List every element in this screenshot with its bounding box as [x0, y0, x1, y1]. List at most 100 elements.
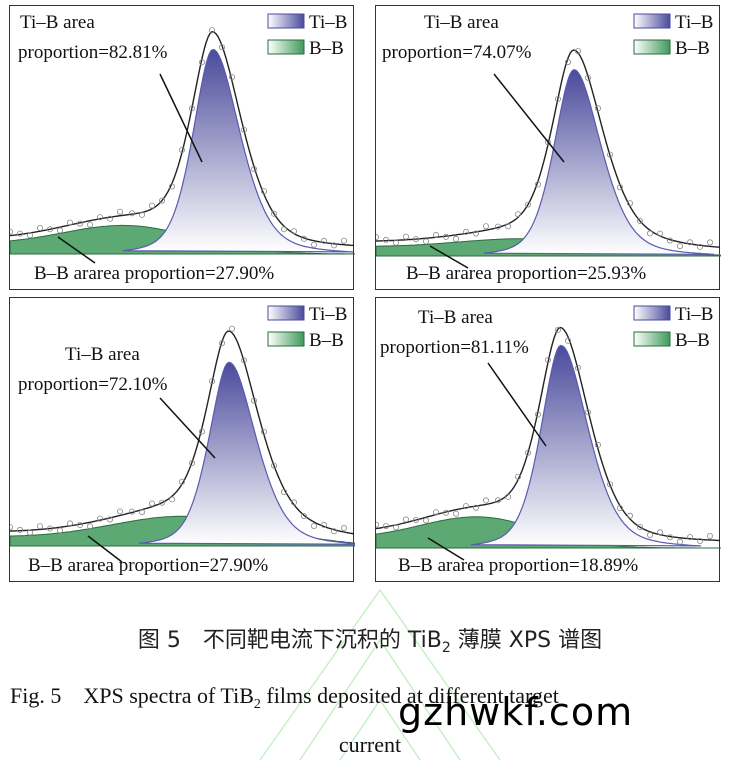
raw-data-point — [554, 326, 561, 333]
legend-swatch-bb — [267, 331, 305, 347]
raw-data-point — [57, 527, 64, 534]
tib-proportion-label: proportion=74.07% — [382, 42, 532, 63]
tib-annotation-leader — [159, 73, 203, 163]
raw-data-point — [433, 231, 440, 238]
raw-data-point — [270, 210, 277, 217]
raw-data-point — [636, 524, 643, 531]
raw-data-point — [260, 428, 267, 435]
raw-data-point — [168, 496, 175, 503]
raw-data-point — [706, 239, 713, 246]
bb-proportion-label: B–B ararea proportion=18.89% — [398, 555, 638, 576]
xps-panel-1: Ti–B area proportion=82.81% B–B ararea pro… — [9, 5, 355, 290]
caption-en-suffix: films deposited at different target — [260, 683, 559, 708]
raw-data-point — [77, 220, 84, 227]
raw-data-point — [178, 146, 185, 153]
raw-data-point — [228, 325, 235, 332]
raw-data-point — [260, 188, 267, 195]
figure-caption-chinese: 图 5 不同靶电流下沉积的 TiB2 薄膜 XPS 谱图 — [0, 622, 740, 656]
raw-data-point — [544, 357, 551, 364]
bb-annotation-leader — [427, 537, 465, 561]
raw-data-point — [463, 503, 470, 510]
raw-data-point — [626, 200, 633, 207]
raw-data-point — [218, 44, 225, 51]
raw-data-point — [514, 211, 521, 218]
raw-data-point — [383, 523, 389, 530]
legend-swatch-tib — [267, 305, 305, 321]
tib-component-area — [138, 361, 355, 545]
raw-data-point — [10, 524, 13, 531]
tib-area-label: Ti–B area — [424, 12, 499, 33]
raw-data-point — [208, 378, 215, 385]
raw-data-point — [534, 411, 541, 418]
raw-data-point — [280, 226, 287, 233]
raw-data-point — [616, 184, 623, 191]
fit-envelope-line — [10, 330, 355, 535]
raw-data-point — [77, 521, 84, 528]
legend-label-tib: Ti–B — [675, 12, 713, 33]
raw-data-point — [656, 529, 663, 536]
raw-data-point — [290, 499, 297, 506]
raw-data-point — [240, 357, 247, 364]
raw-data-point — [696, 537, 703, 544]
raw-data-point — [158, 197, 165, 204]
caption-en-subscript: 2 — [253, 697, 261, 712]
raw-data-point — [564, 337, 571, 344]
raw-data-point — [290, 228, 297, 235]
raw-data-point — [636, 217, 643, 224]
legend-swatch-bb — [633, 331, 671, 347]
tib-area-label: Ti–B area — [20, 12, 95, 33]
raw-data-point — [473, 230, 480, 237]
raw-data-point — [10, 228, 13, 235]
raw-data-point — [594, 105, 601, 112]
raw-data-point — [148, 500, 155, 507]
raw-data-point — [47, 226, 54, 233]
caption-cn-prefix: 图 5 不同靶电流下沉积的 TiB — [137, 628, 442, 653]
tib-annotation-leader — [493, 73, 565, 163]
raw-data-point — [240, 126, 247, 133]
caption-cn-suffix: 薄膜 XPS 谱图 — [450, 628, 603, 653]
legend-swatch-bb — [267, 39, 305, 55]
raw-data-point — [117, 508, 124, 515]
raw-data-point — [402, 233, 409, 240]
tib-component-area — [470, 344, 702, 547]
raw-data-point — [26, 529, 33, 536]
raw-data-point — [584, 74, 591, 81]
raw-data-point — [584, 409, 591, 416]
figure-caption-english-line2: current — [338, 732, 402, 757]
raw-data-point — [574, 364, 581, 371]
raw-data-point — [646, 531, 653, 538]
raw-data-point — [392, 239, 399, 246]
bb-annotation-leader — [429, 245, 469, 269]
legend-label-bb: B–B — [675, 38, 710, 59]
bb-annotation-leader — [87, 535, 123, 563]
raw-data-point — [188, 105, 195, 112]
raw-data-point — [320, 237, 327, 244]
raw-data-point — [138, 509, 145, 516]
figure-caption-english: Fig. 5 XPS spectra of TiB2 films deposit… — [10, 678, 740, 712]
xps-panel-3: Ti–B area proportion=72.10% B–B ararea pro… — [9, 297, 355, 582]
tib-annotation-leader — [159, 397, 216, 459]
raw-data-point — [67, 219, 74, 226]
raw-data-point — [129, 210, 136, 217]
raw-data-point — [218, 340, 225, 347]
raw-data-point — [97, 515, 104, 522]
raw-data-point — [443, 509, 450, 516]
raw-data-point — [250, 165, 257, 172]
raw-data-point — [87, 221, 94, 228]
legend-swatch-bb — [633, 39, 671, 55]
raw-data-point — [36, 224, 43, 231]
raw-data-point — [392, 524, 399, 531]
raw-data-point — [574, 48, 581, 55]
raw-data-point — [402, 516, 409, 523]
bb-proportion-label: B–B ararea proportion=27.90% — [34, 263, 274, 284]
raw-data-point — [26, 232, 33, 239]
raw-data-point — [198, 59, 205, 66]
xps-chart-svg: Ti–B area proportion=81.11% B–B ararea pro… — [376, 304, 721, 576]
raw-data-point — [594, 441, 601, 448]
raw-data-point — [616, 505, 623, 512]
watermark-text: gzhwkf.com — [398, 690, 634, 734]
raw-data-point — [606, 481, 613, 488]
raw-data-point — [564, 59, 571, 66]
raw-data-point — [676, 538, 683, 545]
raw-data-point — [376, 521, 379, 528]
